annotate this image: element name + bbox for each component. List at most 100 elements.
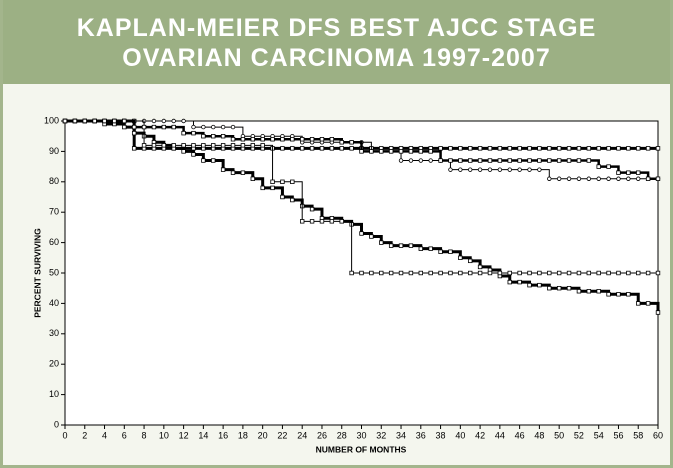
marker [586, 146, 592, 151]
x-tick-label: 58 [633, 430, 643, 440]
marker [339, 219, 344, 224]
x-tick-label: 32 [376, 430, 386, 440]
marker [131, 124, 137, 130]
marker [576, 176, 582, 181]
marker [290, 137, 295, 142]
marker [438, 158, 443, 163]
x-tick-label: 42 [475, 430, 485, 440]
marker [636, 146, 641, 151]
x-tick-label: 46 [515, 430, 525, 440]
marker [408, 158, 414, 163]
marker [230, 170, 236, 175]
marker [507, 279, 512, 285]
x-tick-label: 28 [337, 430, 347, 440]
marker [230, 143, 236, 148]
marker [626, 170, 631, 175]
marker [458, 255, 463, 260]
marker [112, 118, 117, 124]
x-tick-label: 48 [534, 430, 544, 440]
marker [299, 137, 305, 142]
marker [290, 146, 295, 151]
marker [616, 292, 621, 297]
x-tick-label: 2 [82, 430, 87, 440]
marker [596, 289, 601, 294]
marker [517, 279, 522, 285]
marker [566, 270, 572, 276]
marker [497, 158, 503, 163]
marker [408, 243, 414, 248]
marker [161, 124, 167, 130]
marker [379, 270, 384, 276]
title-line: KAPLAN-MEIER DFS BEST AJCC STAGE [76, 14, 597, 42]
marker [418, 158, 423, 163]
marker [191, 124, 196, 130]
marker [487, 158, 493, 163]
chart: NUMBER OF MONTHS PERCENT SURVIVING 01020… [32, 115, 663, 454]
marker [487, 146, 493, 151]
marker [616, 146, 621, 151]
marker [388, 270, 394, 276]
y-tick-label: 50 [49, 267, 59, 277]
x-tick-label: 30 [356, 430, 366, 440]
marker [438, 146, 443, 151]
marker [92, 118, 97, 124]
y-tick-label: 100 [44, 115, 59, 125]
x-tick-label: 0 [62, 430, 67, 440]
y-tick-label: 20 [49, 359, 59, 369]
marker [477, 264, 483, 270]
x-tick-label: 52 [574, 430, 584, 440]
marker [388, 149, 394, 154]
marker [468, 167, 473, 172]
marker [270, 185, 275, 191]
marker [309, 137, 315, 142]
marker [398, 149, 404, 154]
marker [586, 158, 592, 163]
marker [596, 270, 601, 276]
x-tick-label: 12 [179, 430, 189, 440]
marker [636, 176, 641, 181]
marker [309, 219, 315, 224]
marker [211, 143, 216, 148]
marker [556, 146, 562, 151]
x-tick-label: 34 [396, 430, 406, 440]
marker [201, 158, 206, 163]
y-tick-label: 10 [49, 389, 59, 399]
marker [388, 243, 394, 248]
marker [576, 289, 582, 294]
marker [537, 146, 542, 151]
marker [260, 185, 265, 191]
y-tick-label: 30 [49, 328, 59, 338]
marker [458, 167, 463, 172]
marker [339, 146, 344, 151]
marker [211, 133, 216, 139]
marker [477, 270, 483, 276]
x-tick-label: 16 [218, 430, 228, 440]
marker [438, 270, 443, 276]
marker [576, 146, 582, 151]
x-tick-label: 8 [142, 430, 147, 440]
marker [606, 176, 611, 181]
marker [626, 292, 631, 297]
x-tick-label: 4 [102, 430, 107, 440]
marker [458, 146, 463, 151]
marker [527, 146, 532, 151]
marker [487, 167, 493, 172]
marker [616, 170, 621, 175]
marker [448, 146, 453, 151]
marker [280, 194, 285, 200]
x-tick-label: 14 [198, 430, 208, 440]
y-tick-label: 40 [49, 298, 59, 308]
marker [448, 158, 453, 163]
marker [329, 219, 335, 224]
x-tick-label: 6 [122, 430, 127, 440]
marker [339, 140, 344, 145]
marker [260, 137, 265, 142]
y-tick-label: 90 [49, 146, 59, 156]
marker [329, 146, 335, 151]
marker [606, 146, 611, 151]
marker [240, 170, 246, 175]
marker [398, 270, 404, 276]
marker [359, 149, 364, 154]
marker [448, 270, 453, 276]
marker [349, 140, 354, 145]
